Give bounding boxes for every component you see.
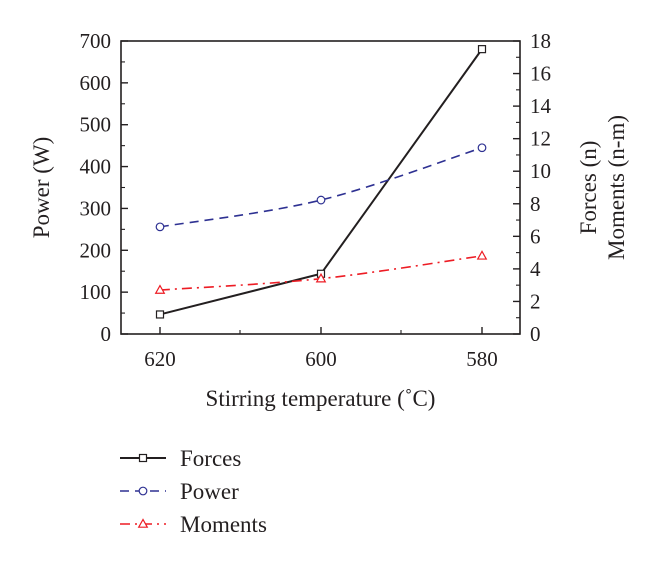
right-axis-tick-label: 8	[530, 192, 541, 216]
data-point-power	[316, 195, 326, 205]
x-axis-tick-label: 620	[144, 347, 176, 371]
data-point-moments	[154, 284, 166, 294]
left-axis-tick-label: 700	[80, 29, 112, 53]
left-axis-tick-label: 600	[80, 71, 112, 95]
right-axis-tick-label: 18	[530, 29, 551, 53]
legend-label-moments: Moments	[180, 512, 267, 537]
data-point-power	[477, 143, 487, 153]
left-axis-tick-label: 100	[80, 280, 112, 304]
data-point-moments	[315, 272, 327, 283]
right-axis-tick-label: 6	[530, 224, 541, 248]
x-axis-title: Stirring temperature (˚C)	[206, 386, 436, 411]
right-axis-tick-label: 12	[530, 127, 551, 151]
data-point-power	[155, 222, 165, 232]
left-axis-tick-label: 500	[80, 113, 112, 137]
legend-marker-moments	[137, 518, 149, 528]
data-point-moments	[476, 250, 488, 260]
left-axis-tick-label: 200	[80, 238, 112, 262]
legend: Forces Power Moments	[120, 446, 267, 537]
data-point-forces	[477, 45, 487, 54]
right-axis-title-moments: Moments (n-m)	[604, 115, 629, 260]
legend-label-forces: Forces	[180, 446, 241, 471]
plot-frame	[120, 40, 521, 335]
x-axis-tick-label: 600	[305, 347, 337, 371]
left-axis-tick-label: 400	[80, 155, 112, 179]
legend-marker-power	[138, 486, 148, 496]
right-axis-title-forces: Forces (n)	[576, 141, 601, 235]
legend-label-power: Power	[180, 479, 239, 504]
right-axis-tick-label: 10	[530, 159, 551, 183]
right-axis-tick-label: 0	[530, 322, 541, 346]
right-axis-tick-label: 14	[530, 94, 552, 118]
right-axis-tick-label: 16	[530, 62, 551, 86]
right-axis-tick-label: 2	[530, 289, 541, 313]
left-axis-tick-label: 300	[80, 196, 112, 220]
series-group	[154, 45, 488, 319]
x-axis-tick-label: 580	[466, 347, 498, 371]
data-point-forces	[155, 310, 165, 319]
legend-marker-forces	[138, 453, 148, 463]
axes-group: 0 100 200 300 400 500 600 700 0 2 4 6 8 10 12 14 16 18 620…	[29, 29, 629, 411]
right-axis-tick-label: 4	[530, 257, 541, 281]
left-axis-title: Power (W)	[29, 137, 54, 239]
left-axis-tick-label: 0	[101, 322, 112, 346]
series-line-power	[159, 146, 483, 228]
